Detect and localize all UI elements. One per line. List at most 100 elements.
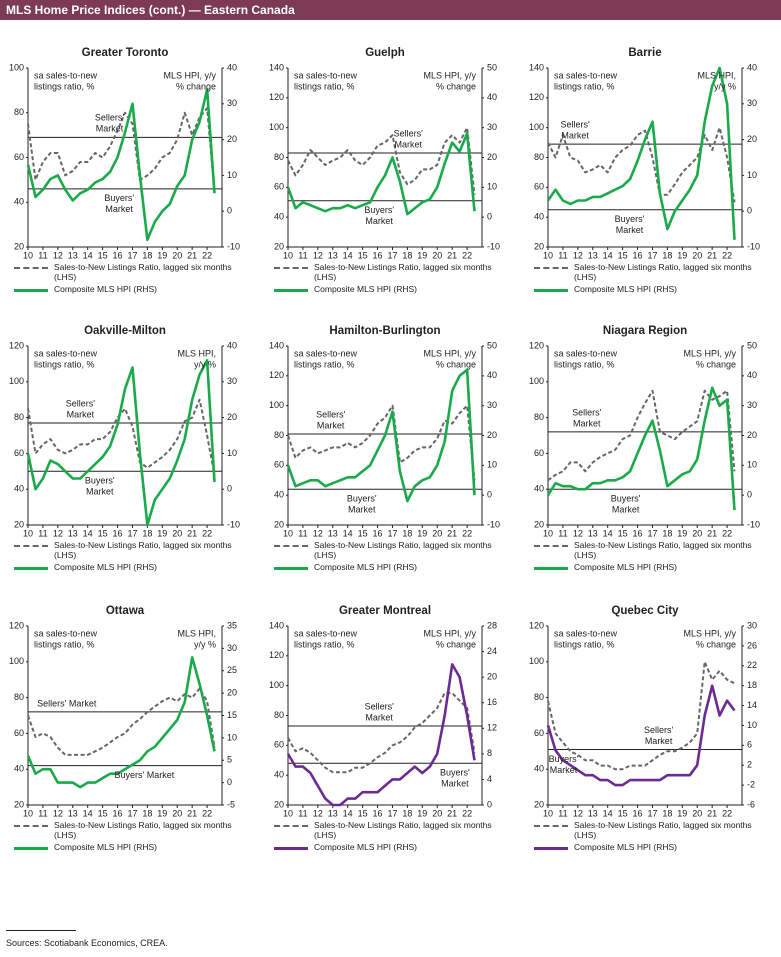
series-line	[27, 687, 216, 756]
legend-entry: Sales-to-New Listings Ratio, lagged six …	[274, 820, 504, 840]
series-line	[546, 386, 736, 511]
y2-tick-label: 35	[227, 620, 237, 630]
y-tick-label: 100	[269, 122, 284, 132]
legend: Sales-to-New Listings Ratio, lagged six …	[274, 262, 504, 296]
x-tick-label: 21	[187, 250, 197, 260]
y2-tick-label: -6	[747, 799, 755, 809]
chart-title: Guelph	[365, 47, 405, 59]
legend-swatch	[274, 289, 308, 292]
lhs-note: sa sales-to-new	[554, 628, 618, 638]
x-tick-label: 11	[298, 808, 307, 818]
legend-entry: Sales-to-New Listings Ratio, lagged six …	[14, 262, 244, 282]
series-line	[27, 107, 216, 192]
rhs-note: y/y %	[194, 359, 216, 369]
y-tick-label: 100	[269, 680, 284, 690]
y2-tick-label: 22	[747, 660, 757, 670]
y-tick-label: 40	[274, 212, 284, 222]
x-tick-label: 13	[328, 528, 338, 538]
x-tick-label: 16	[373, 808, 383, 818]
sellers-note: Sellers'	[316, 409, 346, 419]
legend: Sales-to-New Listings Ratio, lagged six …	[274, 540, 504, 574]
y2-tick-label: 10	[227, 732, 237, 742]
legend-swatch	[274, 847, 308, 850]
rhs-note: MLS HPI, y/y	[423, 70, 476, 80]
series-line	[286, 663, 476, 807]
x-tick-label: 11	[558, 808, 567, 818]
y-tick-label: 40	[534, 212, 544, 222]
x-tick-label: 22	[202, 528, 212, 538]
x-tick-label: 17	[127, 250, 137, 260]
x-tick-label: 17	[387, 808, 397, 818]
rhs-note: MLS HPI,	[697, 70, 736, 80]
x-tick-label: 17	[387, 528, 397, 538]
lhs-note: sa sales-to-new	[34, 348, 98, 358]
y-tick-label: 40	[274, 490, 284, 500]
sellers-note: Sellers'	[66, 398, 96, 408]
x-tick-label: 12	[573, 250, 583, 260]
sellers-note: Market	[561, 130, 589, 140]
buyers-note: Market	[348, 505, 376, 515]
y2-tick-label: 20	[487, 152, 497, 162]
x-tick-label: 11	[38, 528, 47, 538]
rhs-note: MLS HPI, y/y	[163, 70, 216, 80]
legend-swatch	[274, 545, 308, 547]
chart-title: Quebec City	[611, 605, 679, 617]
legend-label: Sales-to-New Listings Ratio, lagged six …	[574, 820, 752, 840]
x-tick-label: 19	[157, 250, 167, 260]
chart-title: Oakville-Milton	[84, 325, 166, 337]
x-tick-label: 15	[358, 528, 368, 538]
series-line	[547, 660, 735, 771]
sellers-note: Market	[317, 420, 345, 430]
x-tick-label: 16	[633, 250, 643, 260]
legend-swatch	[14, 267, 48, 269]
legend-entry: Sales-to-New Listings Ratio, lagged six …	[14, 820, 244, 840]
x-tick-label: 12	[313, 250, 323, 260]
x-tick-label: 11	[558, 250, 567, 260]
y2-tick-label: 50	[487, 340, 497, 350]
buyers-note: Buyers'	[85, 476, 115, 486]
header-title: MLS Home Price Indices (cont.) — Eastern…	[0, 0, 781, 20]
buyers-note: Market	[105, 204, 133, 214]
x-tick-label: 21	[447, 528, 457, 538]
footer-rule	[6, 930, 76, 931]
legend-entry: Composite MLS HPI (RHS)	[14, 842, 244, 852]
y2-tick-label: 0	[747, 490, 752, 500]
y-tick-label: 40	[534, 764, 544, 774]
y2-tick-label: -10	[487, 519, 500, 529]
buyers-note: Buyers'	[611, 494, 641, 504]
x-tick-label: 21	[707, 528, 717, 538]
y2-tick-label: 40	[747, 370, 757, 380]
y-tick-label: 120	[269, 650, 284, 660]
x-tick-label: 11	[558, 528, 567, 538]
sellers-note: Sellers'	[644, 725, 674, 735]
buyers-note: Market	[86, 487, 114, 497]
x-tick-label: 14	[343, 528, 353, 538]
x-tick-label: 13	[328, 250, 338, 260]
x-tick-label: 18	[662, 250, 672, 260]
y2-tick-label: 40	[487, 92, 497, 102]
legend-label: Sales-to-New Listings Ratio, lagged six …	[314, 820, 492, 840]
x-tick-label: 14	[603, 528, 613, 538]
legend-entry: Composite MLS HPI (RHS)	[534, 562, 764, 572]
y2-tick-label: 2	[747, 760, 752, 770]
legend: Sales-to-New Listings Ratio, lagged six …	[534, 540, 764, 574]
x-tick-label: 11	[38, 808, 47, 818]
x-tick-label: 14	[83, 528, 93, 538]
x-tick-label: 10	[283, 808, 293, 818]
lhs-note: sa sales-to-new	[34, 628, 98, 638]
buyers-note: Buyers' Market	[115, 770, 175, 780]
x-tick-label: 13	[68, 808, 78, 818]
x-tick-label: 18	[662, 528, 672, 538]
buyers-note: Market	[612, 505, 640, 515]
x-tick-label: 16	[113, 528, 123, 538]
y2-tick-label: 0	[487, 799, 492, 809]
series-line	[287, 404, 476, 481]
x-tick-label: 19	[417, 808, 427, 818]
y-tick-label: 100	[9, 656, 24, 666]
y-tick-label: 120	[269, 92, 284, 102]
chart-title: Ottawa	[106, 605, 145, 617]
x-tick-label: 21	[707, 250, 717, 260]
x-tick-label: 14	[343, 808, 353, 818]
x-tick-label: 10	[283, 250, 293, 260]
